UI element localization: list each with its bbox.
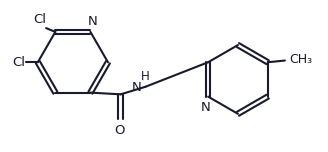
Text: O: O: [115, 124, 125, 137]
Text: Cl: Cl: [12, 56, 25, 69]
Text: N: N: [87, 15, 97, 28]
Text: Cl: Cl: [33, 13, 46, 26]
Text: CH₃: CH₃: [289, 53, 312, 66]
Text: N: N: [132, 81, 141, 94]
Text: H: H: [141, 70, 150, 83]
Text: N: N: [200, 101, 210, 114]
